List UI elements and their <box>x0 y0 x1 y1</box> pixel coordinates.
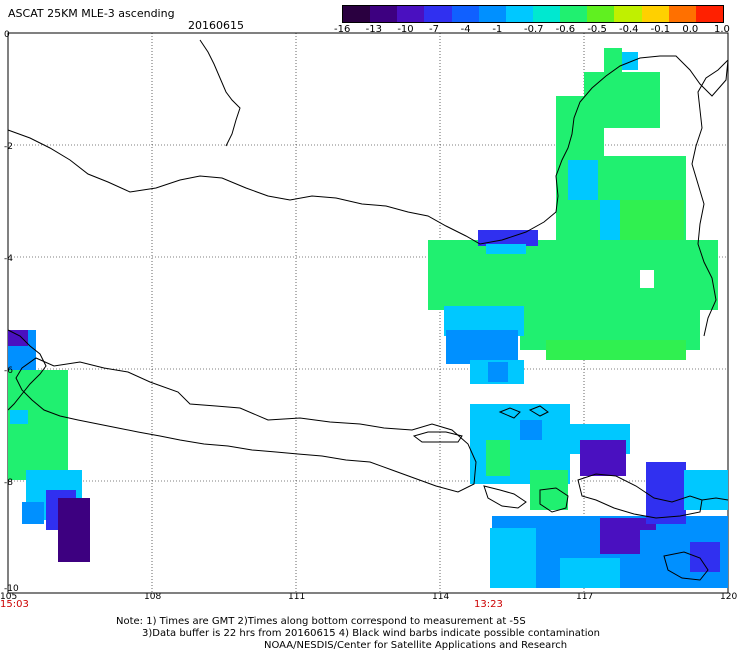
coast-java <box>15 357 477 493</box>
y-axis-label: -4 <box>4 254 13 264</box>
coast-flores <box>701 497 729 501</box>
y-axis-label: -8 <box>4 478 13 488</box>
wind-cell <box>488 362 508 382</box>
colorbar-swatch <box>641 6 669 22</box>
note-line-1: Note: 1) Times are GMT 2)Times along bot… <box>116 616 526 627</box>
y-axis-label: -2 <box>4 142 13 152</box>
wind-cell <box>486 244 526 254</box>
wind-cell <box>640 270 654 288</box>
x-axis-label: 111 <box>288 592 306 602</box>
colorbar-swatch <box>532 6 561 22</box>
wind-cell <box>8 370 68 480</box>
wind-cell <box>428 240 718 310</box>
wind-cell <box>622 52 638 70</box>
colorbar-label: -0.1 <box>650 24 671 35</box>
x-axis-label: 105 <box>0 592 18 602</box>
colorbar-swatch <box>695 6 723 22</box>
colorbar-swatch <box>668 6 696 22</box>
colorbar-swatch <box>560 6 588 22</box>
wind-cell <box>22 502 44 524</box>
colorbar-swatch <box>370 6 398 22</box>
wind-data-cells <box>8 48 728 588</box>
wind-cell <box>490 528 536 588</box>
wind-cell <box>10 410 28 424</box>
wind-cell <box>546 340 686 360</box>
note-line-2: 3)Data buffer is 22 hrs from 20160615 4)… <box>142 628 600 639</box>
wind-cell <box>58 498 90 562</box>
x-axis-label: 120 <box>720 592 738 602</box>
wind-cell <box>568 160 598 200</box>
colorbar-label: -7 <box>429 24 439 35</box>
wind-cell <box>520 420 542 440</box>
note-line-3: NOAA/NESDIS/Center for Satellite Applica… <box>264 640 568 651</box>
x-axis-label: 108 <box>144 592 162 602</box>
colorbar-swatch <box>614 6 642 22</box>
colorbar-label: -0.6 <box>555 24 576 35</box>
wind-cell <box>684 470 728 510</box>
coast-borneo <box>7 55 729 245</box>
colorbar-label: -10 <box>397 24 414 35</box>
colorbar-label: -0.4 <box>619 24 639 35</box>
colorbar-label: 1.0 <box>714 24 730 35</box>
plot-frame <box>7 32 729 594</box>
x-axis-label: 117 <box>576 592 594 602</box>
wind-cell <box>580 440 626 476</box>
wind-cell <box>604 48 622 76</box>
map-date: 20160615 <box>188 19 244 32</box>
colorbar-label: -16 <box>334 24 351 35</box>
colorbar <box>342 5 724 23</box>
wind-cell <box>530 470 568 510</box>
wind-cell <box>446 330 518 364</box>
colorbar-label: -1 <box>492 24 503 35</box>
wind-cell <box>560 558 620 588</box>
coast-sumbawa <box>577 473 703 519</box>
colorbar-swatch <box>478 6 506 22</box>
y-axis-label: 0 <box>4 30 10 40</box>
coast-sulawesi <box>691 59 729 337</box>
colorbar-label: -13 <box>365 24 382 35</box>
coast-kangean <box>498 405 549 419</box>
coast-borneo-west <box>199 39 241 147</box>
coast-bali <box>483 485 527 509</box>
colorbar-swatch <box>424 6 452 22</box>
colorbar-label: 0.0 <box>682 24 699 35</box>
time-label-middle: 13:23 <box>474 599 503 610</box>
colorbar-swatch <box>343 6 371 22</box>
coast-sumatra <box>7 329 47 411</box>
wind-cell <box>486 440 510 476</box>
wind-cell <box>600 200 620 240</box>
x-axis-label: 114 <box>432 592 450 602</box>
colorbar-swatch <box>397 6 425 22</box>
map-title: ASCAT 25KM MLE-3 ascending <box>8 7 175 20</box>
colorbar-labels: -16 -13 -10 -7 -4 -1 -0.7 -0.6 -0.5 -0.4 -0.1 0.0 1.… <box>332 24 732 36</box>
colorbar-swatch <box>451 6 479 22</box>
wind-cell <box>8 330 28 346</box>
wind-cell <box>690 542 720 572</box>
coast-lombok <box>539 487 569 513</box>
coast-sumba <box>663 551 709 581</box>
coast-madura <box>412 431 463 443</box>
time-label-left: 15:03 <box>0 599 29 610</box>
wind-cell <box>556 96 604 156</box>
y-axis-label: -10 <box>4 584 19 594</box>
wind-cell <box>646 462 686 524</box>
colorbar-label: -0.7 <box>524 24 544 35</box>
colorbar-label: -0.5 <box>587 24 607 35</box>
colorbar-swatch <box>587 6 615 22</box>
colorbar-swatch <box>505 6 533 22</box>
coastlines <box>7 39 729 581</box>
colorbar-label: -4 <box>460 24 471 35</box>
y-axis-label: -6 <box>4 366 13 376</box>
